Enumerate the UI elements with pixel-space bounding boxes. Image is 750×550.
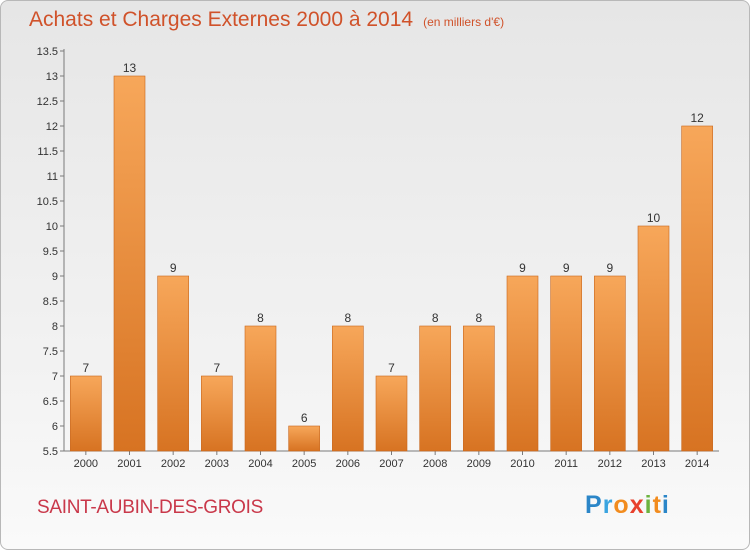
x-tick-label-2010: 2010 [510, 458, 534, 470]
x-tick-label-2012: 2012 [598, 458, 622, 470]
logo-letter: r [602, 491, 614, 519]
y-tick-label: 12.5 [37, 96, 58, 108]
bar-2004 [244, 325, 277, 452]
data-label-2012: 9 [606, 261, 613, 275]
x-tick-label-2003: 2003 [205, 458, 229, 470]
data-label-2008: 8 [432, 311, 439, 325]
logo-letter: x [629, 491, 645, 519]
data-labels: 7 13 9 7 8 6 8 7 8 8 9 9 9 10 12 [82, 61, 704, 425]
y-tick-label: 6.5 [43, 396, 58, 408]
data-label-2001: 13 [123, 61, 137, 75]
data-label-2010: 9 [519, 261, 526, 275]
y-tick-label: 13.5 [37, 46, 58, 58]
bar-2010 [506, 275, 539, 452]
bar-2001 [113, 75, 146, 452]
y-tick-label: 7.5 [43, 346, 58, 358]
y-tick-label: 11.5 [37, 146, 58, 158]
data-label-2000: 7 [82, 361, 89, 375]
data-label-2013: 10 [647, 211, 661, 225]
logo-letter: P [585, 491, 603, 519]
bar-2014 [681, 125, 713, 452]
y-tick-label: 7 [52, 371, 58, 383]
bar-2002 [157, 275, 189, 452]
x-tick-label-2005: 2005 [292, 458, 316, 470]
x-tick-label-2013: 2013 [641, 458, 665, 470]
bar-series [70, 75, 713, 452]
data-label-2002: 9 [170, 261, 177, 275]
y-tick-label: 8 [52, 321, 58, 333]
y-tick-label: 9.5 [43, 246, 58, 258]
data-label-2014: 12 [690, 111, 704, 125]
logo-letter: i [644, 491, 653, 519]
data-label-2003: 7 [213, 361, 220, 375]
bar-2005 [288, 425, 320, 452]
data-label-2011: 9 [563, 261, 570, 275]
x-tick-label-2011: 2011 [554, 458, 578, 470]
x-tick-label-2014: 2014 [685, 458, 709, 470]
y-tick-label: 13 [46, 71, 58, 83]
bar-2000 [70, 375, 102, 452]
data-label-2006: 8 [344, 311, 351, 325]
x-tick-label-2001: 2001 [117, 458, 141, 470]
y-tick-label: 12 [46, 121, 58, 133]
y-tick-label: 11 [47, 171, 58, 183]
x-tick-label-2000: 2000 [74, 458, 98, 470]
chart-title-text: Achats et Charges Externes 2000 à 2014 [29, 8, 414, 31]
y-tick-label: 10.5 [37, 196, 58, 208]
x-tick-label-2009: 2009 [467, 458, 491, 470]
bar-2012 [594, 275, 626, 452]
bar-2013 [637, 225, 670, 452]
y-tick-label: 9 [52, 271, 58, 283]
data-label-2007: 7 [388, 361, 395, 375]
proxiti-logo: Proxiti [585, 491, 670, 520]
bar-2007 [375, 375, 408, 452]
data-label-2005: 6 [301, 411, 308, 425]
commune-name: SAINT-AUBIN-DES-GROIS [37, 497, 263, 518]
data-label-2009: 8 [475, 311, 482, 325]
x-tick-label-2004: 2004 [248, 458, 272, 470]
logo-letter: o [613, 491, 630, 519]
y-tick-label: 8.5 [43, 296, 58, 308]
logo-letter: t [652, 491, 662, 519]
chart-subtitle: (en milliers d'€) [423, 15, 505, 29]
x-tick-label-2007: 2007 [379, 458, 403, 470]
x-tick-label-2006: 2006 [336, 458, 360, 470]
y-tick-label: 6 [52, 421, 58, 433]
chart-title: Achats et Charges Externes 2000 à 2014 (e… [29, 8, 504, 32]
y-tick-label: 5.5 [43, 446, 58, 458]
logo-letter: i [661, 491, 670, 519]
x-tick-label-2002: 2002 [161, 458, 185, 470]
bar-2011 [550, 275, 582, 452]
x-tick-label-2008: 2008 [423, 458, 447, 470]
bar-2006 [332, 325, 364, 452]
bar-2009 [463, 325, 495, 452]
bar-2008 [419, 325, 451, 452]
y-tick-label: 10 [46, 221, 58, 233]
data-label-2004: 8 [257, 311, 264, 325]
bar-2003 [201, 375, 233, 452]
